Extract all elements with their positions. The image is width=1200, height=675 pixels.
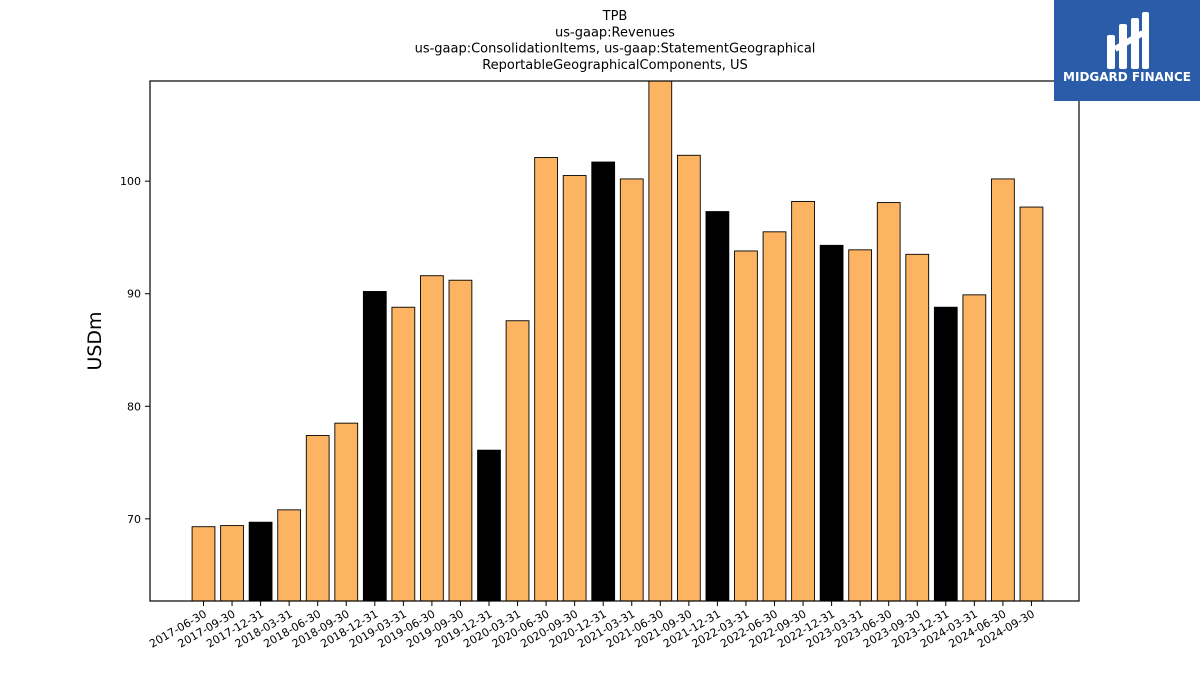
brand-logo: MIDGARD FINANCE (1054, 0, 1200, 101)
bar-2022-12-31 (819, 244, 844, 601)
y-tick-label: 80 (127, 400, 141, 413)
y-tick-label: 100 (120, 175, 141, 188)
bar-2021-06-30 (648, 81, 673, 601)
bar-2017-12-31 (248, 521, 273, 601)
bar-2021-12-31 (705, 211, 730, 601)
bar-series (191, 81, 1044, 601)
bar-2017-09-30 (220, 525, 244, 601)
y-tick-label: 70 (127, 513, 141, 526)
bar-2018-03-31 (277, 509, 302, 601)
bar-2019-06-30 (420, 275, 444, 601)
bar-2019-09-30 (448, 279, 473, 601)
bar-2022-06-30 (762, 231, 787, 601)
bar-2023-06-30 (876, 202, 901, 601)
bar-2019-03-31 (391, 306, 416, 601)
bar-2020-03-31 (505, 320, 530, 601)
bar-2019-12-31 (477, 449, 501, 601)
bar-2024-06-30 (991, 178, 1015, 601)
chart-title-line: us-gaap:Revenues (555, 25, 675, 40)
chart-title-line: ReportableGeographicalComponents, US (482, 58, 748, 73)
bar-2022-09-30 (791, 200, 815, 601)
bar-2021-03-31 (619, 178, 644, 601)
logo-wordmark: MIDGARD FINANCE (1063, 70, 1191, 84)
bar-2020-09-30 (562, 175, 587, 601)
bar-2023-09-30 (905, 253, 930, 601)
bar-2018-12-31 (362, 291, 387, 601)
bar-2018-09-30 (334, 422, 359, 601)
bar-2023-12-31 (933, 306, 958, 601)
bar-2021-09-30 (676, 154, 701, 601)
bar-2024-09-30 (1019, 206, 1044, 601)
chart-title-line: us-gaap:ConsolidationItems, us-gaap:Stat… (415, 42, 816, 57)
bar-2022-03-31 (734, 250, 758, 601)
chart-title-line: TPB (602, 9, 628, 24)
plot-area-frame (149, 80, 1080, 602)
y-axis-label: USDm (84, 311, 106, 370)
bar-2024-03-31 (962, 294, 987, 601)
bar-2017-06-30 (191, 526, 216, 601)
bar-2023-03-31 (848, 249, 873, 601)
bar-2020-06-30 (534, 157, 558, 601)
y-tick-label: 90 (127, 288, 141, 301)
bar-2020-12-31 (591, 161, 616, 601)
logo-mark-icon (1107, 12, 1149, 69)
bar-2018-06-30 (305, 435, 330, 601)
x-axis-ticks: 2017-06-302017-09-302017-12-312018-03-31… (147, 601, 1037, 651)
y-axis-ticks: 70 80 90 100 (120, 175, 150, 526)
